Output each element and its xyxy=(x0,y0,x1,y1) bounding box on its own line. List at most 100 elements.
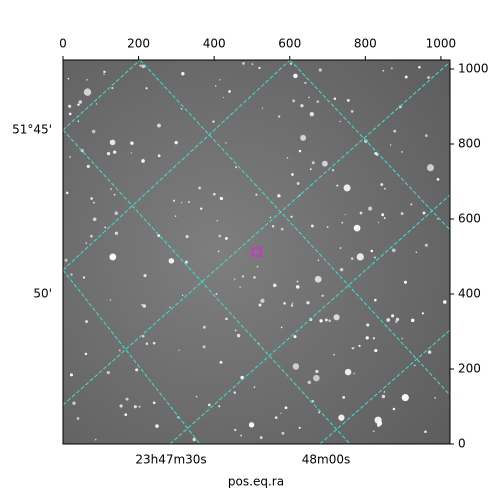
star xyxy=(274,416,278,419)
star xyxy=(370,249,374,253)
star xyxy=(277,194,281,198)
star xyxy=(290,304,294,307)
star xyxy=(317,259,320,262)
star xyxy=(401,337,403,340)
star xyxy=(341,221,344,224)
star xyxy=(91,129,96,134)
star xyxy=(202,325,206,329)
star xyxy=(67,77,70,80)
wcs-line xyxy=(62,59,291,271)
star xyxy=(353,224,361,232)
star xyxy=(251,63,254,65)
star xyxy=(228,90,231,93)
star xyxy=(307,380,311,385)
star xyxy=(103,73,105,76)
star xyxy=(113,193,116,196)
star xyxy=(404,75,408,79)
star xyxy=(426,164,434,172)
star xyxy=(401,394,409,402)
star xyxy=(289,62,292,65)
y-tick-label: 800 xyxy=(458,137,481,151)
star xyxy=(72,401,76,405)
star xyxy=(260,298,265,303)
star xyxy=(318,411,321,414)
y-tick-label: 200 xyxy=(458,362,481,376)
wcs-line xyxy=(62,129,351,445)
star xyxy=(381,213,385,217)
star xyxy=(424,430,427,434)
star xyxy=(76,417,80,420)
star xyxy=(339,267,344,272)
star xyxy=(390,67,393,70)
star xyxy=(314,275,322,283)
x-tick-label: 600 xyxy=(278,37,301,51)
wcs-line xyxy=(289,59,451,231)
star xyxy=(418,66,421,69)
star xyxy=(239,286,241,288)
star xyxy=(269,216,272,219)
star xyxy=(180,108,183,110)
star xyxy=(391,314,395,318)
stars xyxy=(64,61,447,442)
dec-label: 51°45' xyxy=(12,123,52,137)
star xyxy=(300,104,304,108)
star xyxy=(222,96,225,99)
star xyxy=(104,226,107,229)
star xyxy=(253,276,256,279)
star xyxy=(212,120,215,123)
x-tick-label: 800 xyxy=(354,37,377,51)
star xyxy=(142,335,145,338)
star xyxy=(311,399,315,403)
star xyxy=(152,341,156,345)
star xyxy=(240,434,243,437)
star xyxy=(374,348,378,353)
star xyxy=(90,234,93,238)
star xyxy=(415,251,418,254)
star xyxy=(368,206,373,211)
star xyxy=(298,149,302,153)
star xyxy=(373,256,376,259)
star xyxy=(261,107,264,109)
star xyxy=(68,112,72,116)
dec-label: 50' xyxy=(33,287,52,301)
star xyxy=(381,394,386,399)
star xyxy=(281,431,285,435)
star xyxy=(138,405,141,408)
star xyxy=(109,299,112,301)
star xyxy=(382,70,385,72)
wcs-line xyxy=(139,59,451,396)
star xyxy=(111,86,114,90)
star xyxy=(195,395,198,398)
star xyxy=(109,253,117,261)
star xyxy=(157,123,161,128)
star xyxy=(391,248,396,253)
star xyxy=(316,100,320,103)
star xyxy=(293,73,298,79)
star xyxy=(133,405,137,409)
star xyxy=(366,323,370,327)
star xyxy=(383,217,386,220)
star xyxy=(359,211,363,215)
star xyxy=(280,326,283,329)
star xyxy=(255,193,258,196)
star xyxy=(258,303,262,307)
star xyxy=(304,81,307,84)
plot-frame xyxy=(62,59,451,445)
star xyxy=(106,151,111,156)
star xyxy=(300,134,307,141)
star xyxy=(291,302,294,305)
star xyxy=(92,217,97,222)
star xyxy=(350,110,354,113)
star xyxy=(343,184,351,192)
star xyxy=(184,260,188,264)
star xyxy=(181,71,185,76)
star xyxy=(85,320,88,323)
star xyxy=(338,414,345,421)
star xyxy=(64,258,68,262)
star xyxy=(65,191,69,195)
star xyxy=(217,250,220,253)
wcs-line xyxy=(169,194,451,445)
star xyxy=(331,169,335,172)
star xyxy=(233,391,237,394)
star xyxy=(152,401,156,405)
